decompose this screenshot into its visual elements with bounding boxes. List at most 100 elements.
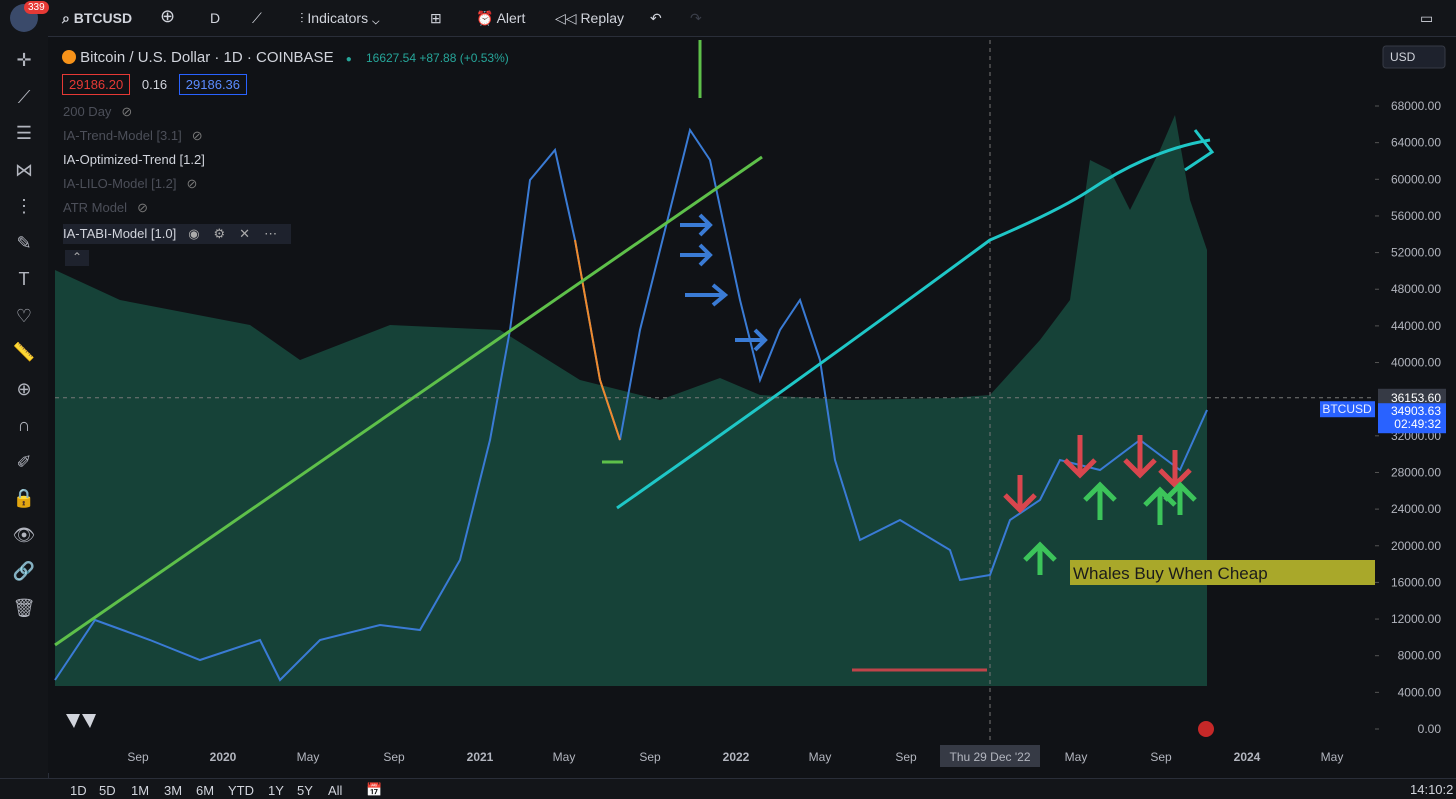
- alert-button[interactable]: ⏰ Alert: [476, 10, 526, 26]
- trend-line-drawing: [54, 155, 763, 647]
- currency: USD: [1390, 50, 1416, 64]
- time-tick-label: Sep: [383, 750, 405, 764]
- indicator-name: IA-Optimized-Trend [1.2]: [63, 152, 205, 167]
- sell-button[interactable]: 29186.20: [62, 74, 131, 95]
- range-button[interactable]: 3M: [164, 783, 183, 798]
- range-button[interactable]: 6M: [196, 783, 215, 798]
- hidden-icon: ⊘: [191, 128, 203, 143]
- green-arrows: [1023, 481, 1197, 575]
- indicator-controls[interactable]: ◉⚙✕⋯: [188, 226, 292, 241]
- undo[interactable]: ↶: [650, 10, 662, 26]
- chart-type[interactable]: ⟋: [252, 10, 262, 26]
- countdown: 02:49:32: [1394, 417, 1441, 431]
- indicators-text: Indicators: [307, 10, 369, 26]
- alert-text: Alert: [496, 10, 526, 26]
- range-button[interactable]: 5D: [99, 783, 116, 798]
- time-tick-label: Sep: [1150, 750, 1172, 764]
- crosshair-date-bg: [940, 745, 1040, 767]
- price-tick-label: 8000.00: [1398, 649, 1442, 663]
- symbol[interactable]: ⌕ BTCUSD: [62, 10, 133, 26]
- price-tick-label: 28000.00: [1391, 465, 1441, 479]
- price-tick-label: 56000.00: [1391, 209, 1441, 223]
- currency-select[interactable]: [1382, 45, 1446, 69]
- time-axis: [48, 743, 1456, 773]
- range-button[interactable]: 1Y: [268, 783, 284, 798]
- indicator-row: IA-Trend-Model [3.1] ⊘: [63, 128, 203, 144]
- hidden-icon: ⊘: [137, 200, 148, 215]
- price-tick-label: 24000.00: [1391, 502, 1441, 516]
- price-tick-label: 68000.00: [1391, 99, 1441, 113]
- price-tick-label: 52000.00: [1391, 246, 1441, 260]
- indicator-row: IA-Optimized-Trend [1.2]: [63, 152, 205, 167]
- price-tick-label: 60000.00: [1391, 172, 1441, 186]
- clock: 14:10:2: [1410, 782, 1454, 797]
- indicator-area: [55, 115, 1207, 686]
- time-tick-label: 2024: [1234, 750, 1261, 764]
- time-tick-label: May: [553, 750, 576, 764]
- replay-button[interactable]: ◁◁ Replay: [555, 10, 625, 26]
- time-tick-label: May: [297, 750, 320, 764]
- range-button[interactable]: All: [328, 783, 343, 798]
- price-tick-label: 12000.00: [1391, 612, 1441, 626]
- legend-quote: 16627.54 +87.88 (+0.53%): [365, 51, 509, 65]
- price-tick-label: 20000.00: [1391, 539, 1441, 553]
- fullscreen[interactable]: ▭: [1420, 10, 1434, 26]
- time-ticks: Sep 2020 May Sep 2021 May Sep 2022 May Sep Thu 29 …: [127, 745, 1343, 767]
- annotation: Whales Buy When Cheap: [1073, 564, 1268, 583]
- trade-panel: 29186.20 0.16 29186.36: [62, 74, 248, 95]
- range-button[interactable]: 5Y: [297, 783, 313, 798]
- last-price-bg: [1378, 403, 1446, 434]
- indicators-button[interactable]: ⫶ Indicators ⌄: [300, 10, 380, 26]
- price-tick-label: 40000.00: [1391, 356, 1441, 370]
- time-tick-label: Sep: [127, 750, 149, 764]
- time-tick-label: May: [1321, 750, 1344, 764]
- last-price-symbol-bg: [1320, 401, 1375, 418]
- last-price-symbol: BTCUSD: [1322, 402, 1372, 416]
- range-button[interactable]: YTD: [228, 783, 254, 798]
- replay-text: Replay: [580, 10, 625, 26]
- red-arrows: [1003, 435, 1192, 514]
- layouts[interactable]: ⊞: [430, 10, 442, 26]
- time-tick-label: Thu 29 Dec '22: [949, 750, 1030, 764]
- price-tick-label: 64000.00: [1391, 136, 1441, 150]
- annotation-box: [1070, 560, 1376, 585]
- hidden-icon: ⊘: [121, 104, 133, 119]
- tool-icons[interactable]: ✛ ⟋ ☰ ⋈ ⋮ ✎ T ♡ 📏 ⊕ ∩ ✐ 🔒 👁 🔗 🗑: [12, 50, 36, 618]
- price-line: [54, 127, 1208, 682]
- crosshair-label: 36153.60: [1391, 391, 1441, 405]
- indicator-row: IA-LILO-Model [1.2] ⊘: [63, 176, 197, 192]
- time-tick-label: 2022: [723, 750, 750, 764]
- arrow-drawing: [1184, 129, 1215, 172]
- indicator-name: 200 Day: [63, 104, 112, 119]
- trend-segment: [574, 239, 621, 441]
- blue-arrows: [680, 213, 768, 352]
- indicator-row: ATR Model ⊘: [63, 200, 148, 216]
- time-tick-label: 2020: [210, 750, 237, 764]
- legend: Bitcoin / U.S. Dollar · 1D · COINBASE ● …: [62, 49, 509, 66]
- indicator-row: IA-TABI-Model [1.0] ◉⚙✕⋯: [63, 224, 292, 244]
- chart: Whales Buy When Cheap USD 68000.00 64000.…: [48, 37, 1456, 773]
- interval[interactable]: D: [210, 10, 221, 26]
- indicator-name: IA-TABI-Model [1.0]: [63, 226, 177, 241]
- top-bar: 339 ⌕ BTCUSD ⊕ D ⟋ ⫶ Indicators ⌄ ⊞ ⏰ Al…: [0, 0, 1456, 37]
- range-button[interactable]: 1M: [131, 783, 150, 798]
- add-symbol[interactable]: ⊕: [160, 6, 176, 26]
- legend-title: Bitcoin / U.S. Dollar · 1D · COINBASE: [80, 49, 334, 66]
- crosshair-label-bg: [1378, 388, 1446, 407]
- hidden-icon: ⊘: [186, 176, 198, 191]
- spread: 0.16: [141, 77, 168, 92]
- time-tick-label: 2021: [467, 750, 494, 764]
- collapse-legend[interactable]: ⌃: [65, 250, 89, 266]
- event-marker[interactable]: [1198, 721, 1214, 737]
- buy-button[interactable]: 29186.36: [178, 74, 248, 95]
- bottom-bar: 1D 5D 1M 3M 6M YTD 1Y 5Y All 📅 14:10:2: [0, 778, 1456, 799]
- redo[interactable]: ↷: [690, 10, 702, 26]
- indicator-row: 200 Day ⊘: [63, 104, 132, 120]
- indicator-name: IA-LILO-Model [1.2]: [63, 176, 177, 191]
- logo: [66, 714, 96, 728]
- date-range[interactable]: 📅: [366, 782, 383, 797]
- status-dot: ●: [345, 54, 352, 65]
- range-button[interactable]: 1D: [70, 783, 87, 798]
